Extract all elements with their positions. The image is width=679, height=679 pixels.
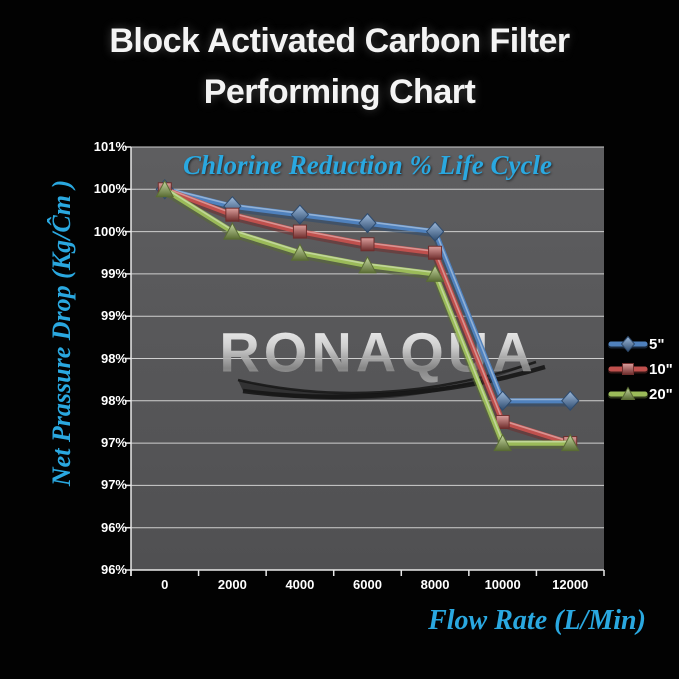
legend: 5" 10" 20" — [608, 334, 673, 404]
page-title-line-2: Performing Chart — [203, 73, 476, 111]
y-tick-label: 99% — [100, 308, 127, 324]
series-marker — [358, 212, 377, 234]
series-marker — [155, 179, 175, 198]
x-tick-label: 4000 — [285, 577, 315, 592]
x-tick-label: 8000 — [420, 577, 450, 592]
y-tick-label: 97% — [100, 435, 127, 451]
series-marker — [428, 245, 443, 260]
series-marker — [223, 195, 242, 217]
series-marker — [563, 436, 578, 451]
y-tick-label: 98% — [100, 350, 127, 366]
swoosh-curve-top — [237, 360, 537, 395]
series-line — [161, 188, 574, 407]
x-axis-title: Flow Rate (L/Min) — [428, 605, 646, 636]
series-marker — [223, 222, 242, 240]
series-marker — [157, 182, 172, 197]
series-marker — [425, 221, 445, 242]
legend-item: 5" — [608, 334, 673, 354]
legend-item: 20" — [608, 384, 673, 404]
series-marker — [561, 390, 580, 412]
x-tick-label: 10000 — [484, 577, 521, 592]
legend-item: 10" — [608, 359, 673, 379]
page-title-line-1: Block Activated Carbon Filter — [109, 22, 570, 60]
x-tick-label: 2000 — [217, 577, 247, 592]
page-title: Block Activated Carbon Filter Performing… — [0, 16, 679, 118]
y-tick-label: 101% — [93, 139, 127, 154]
y-tick-label: 98% — [100, 392, 127, 408]
y-tick-label: 96% — [100, 519, 127, 535]
series-line — [162, 186, 573, 404]
series-line — [162, 186, 573, 446]
series-marker — [292, 224, 307, 239]
y-tick-label: 97% — [100, 477, 127, 493]
y-axis-title: Net Prassure Drop (Kg/Ĉm ) — [47, 179, 76, 487]
series-marker — [560, 433, 580, 452]
y-tick-label: 96% — [100, 562, 127, 577]
y-tick-label: 100% — [93, 181, 127, 197]
series-marker — [493, 390, 512, 412]
swoosh-ribbon — [238, 362, 536, 401]
legend-swatch — [608, 335, 648, 353]
legend-marker — [620, 335, 636, 353]
series-line — [161, 188, 574, 449]
series-line — [162, 186, 573, 446]
x-tick-label: 12000 — [552, 577, 589, 592]
series-marker — [495, 414, 510, 429]
series-line — [161, 188, 574, 449]
series-marker — [493, 433, 512, 452]
series-marker — [290, 243, 310, 261]
x-tick-label: 0 — [161, 577, 169, 592]
brand-watermark: RONAQUA — [219, 320, 537, 384]
legend-marker — [622, 363, 634, 375]
legend-marker — [620, 386, 636, 400]
plot-background — [131, 147, 604, 570]
chart-title: Chlorine Reduction % Life Cycle — [183, 150, 552, 180]
y-tick-label: 100% — [93, 223, 127, 239]
swoosh-curve-bottom — [242, 364, 546, 399]
series-marker — [425, 264, 445, 282]
series-marker — [360, 237, 375, 252]
x-tick-label: 6000 — [353, 577, 382, 592]
series-marker — [155, 179, 174, 200]
legend-label: 20" — [649, 385, 673, 403]
series-line — [163, 187, 572, 443]
series-marker — [358, 255, 377, 274]
legend-swatch — [608, 363, 648, 375]
legend-label: 5" — [649, 335, 665, 353]
series-marker — [225, 207, 240, 222]
series-line — [163, 187, 572, 401]
y-tick-label: 99% — [100, 265, 127, 281]
series-line — [163, 187, 572, 443]
legend-swatch — [608, 386, 648, 400]
legend-label: 10" — [649, 360, 673, 378]
series-marker — [290, 204, 310, 225]
